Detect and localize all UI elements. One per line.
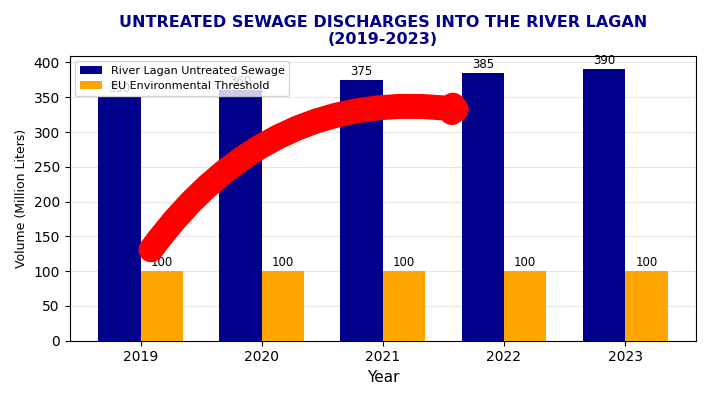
Bar [583,70,625,341]
Text: 360: 360 [230,75,252,88]
Bar [504,271,546,341]
Text: 100: 100 [272,256,294,269]
Text: 350: 350 [108,82,130,95]
Bar [98,97,141,341]
Bar [262,271,304,341]
Bar [461,73,504,341]
Bar [219,90,262,341]
Bar [141,271,183,341]
Text: 100: 100 [635,256,658,269]
Legend: River Lagan Untreated Sewage, EU Environmental Threshold: River Lagan Untreated Sewage, EU Environ… [75,61,289,96]
Text: 385: 385 [471,58,494,71]
Bar [625,271,668,341]
Text: 100: 100 [514,256,536,269]
X-axis label: Year: Year [367,370,399,385]
Bar [341,80,383,341]
Bar [383,271,425,341]
Title: UNTREATED SEWAGE DISCHARGES INTO THE RIVER LAGAN
(2019-2023): UNTREATED SEWAGE DISCHARGES INTO THE RIV… [119,15,647,47]
Y-axis label: Volume (Million Liters): Volume (Million Liters) [15,128,28,268]
Text: 100: 100 [151,256,173,269]
Text: 100: 100 [393,256,415,269]
Text: 390: 390 [593,54,615,67]
Text: 375: 375 [351,65,373,78]
